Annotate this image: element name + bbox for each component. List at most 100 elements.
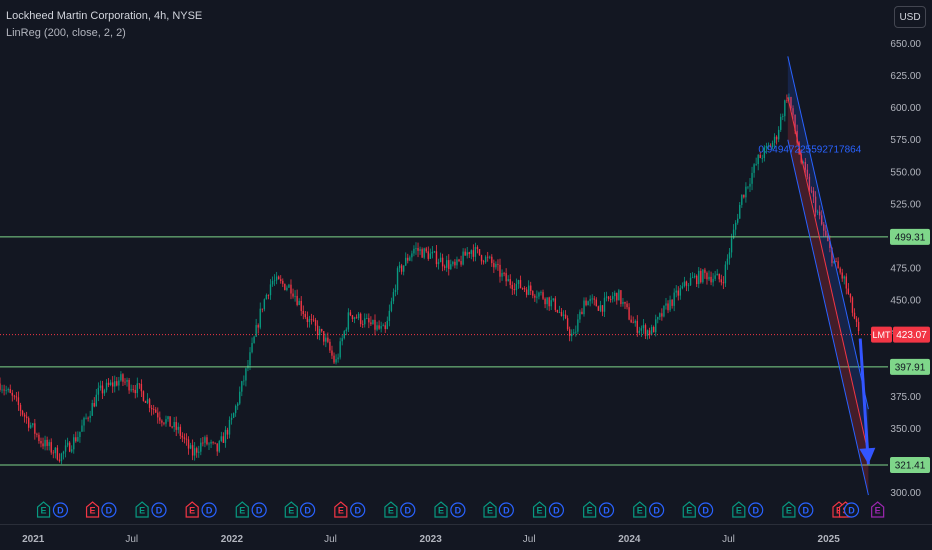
dividend-marker[interactable]: D (52, 502, 69, 518)
candle-body (116, 381, 118, 386)
projection-arrow-shaft (858, 338, 870, 465)
candle-body (327, 337, 329, 342)
candle-body (704, 269, 706, 273)
earnings-marker[interactable]: E (434, 501, 448, 518)
candle-body (601, 305, 604, 312)
candle-body (308, 319, 311, 323)
dividend-marker[interactable]: D (698, 502, 714, 518)
price-tick-label: 475.00 (890, 264, 921, 275)
candle-body (0, 383, 1, 390)
earnings-marker[interactable]: E (871, 501, 885, 518)
dividend-marker-shape (350, 502, 366, 518)
dividend-marker-shape (548, 502, 565, 518)
earnings-marker[interactable]: E (532, 501, 547, 518)
dividend-marker[interactable]: D (251, 502, 267, 518)
dividend-marker[interactable]: D (350, 502, 366, 518)
earnings-marker[interactable]: E (334, 501, 348, 518)
candle-body (52, 452, 54, 454)
candle-body (339, 341, 341, 358)
dividend-marker[interactable]: D (300, 502, 316, 518)
price-tick-label: 375.00 (890, 392, 921, 403)
price-level-tag-text: 397.91 (895, 362, 926, 373)
dividend-marker[interactable]: D (151, 502, 167, 518)
earnings-marker[interactable]: E (384, 501, 398, 518)
candle-body (564, 314, 567, 319)
dividend-marker[interactable]: D (450, 502, 466, 518)
candle-body (472, 250, 475, 257)
candle-body (255, 325, 257, 337)
event-marker-letter: E (786, 506, 792, 516)
dividend-marker[interactable]: D (649, 502, 665, 518)
candle-body (345, 329, 348, 332)
candle-body (513, 289, 516, 291)
candle-body (343, 331, 345, 339)
candle-body (177, 426, 179, 430)
earnings-marker[interactable]: E (633, 501, 647, 518)
candle-body (132, 389, 134, 391)
candle-body (91, 403, 93, 416)
candle-body (470, 250, 473, 254)
candle-body (257, 325, 259, 328)
event-marker-letter: D (653, 506, 660, 516)
earnings-marker[interactable]: E (682, 501, 696, 518)
earnings-marker[interactable]: E (583, 501, 597, 518)
regression-lower-fill (787, 97, 869, 496)
earnings-marker[interactable]: E (36, 501, 51, 518)
candle-body (126, 379, 128, 382)
earnings-marker[interactable]: E (235, 501, 249, 518)
candle-body (3, 389, 5, 391)
currency-button[interactable]: USD (894, 6, 926, 28)
candle-body (638, 330, 641, 333)
candle-body (267, 294, 270, 296)
candle-body (546, 297, 548, 305)
candle-body (517, 280, 520, 285)
dividend-marker[interactable]: D (498, 502, 514, 518)
candle-body (413, 248, 415, 254)
candle-body (566, 318, 569, 330)
candle-body (329, 341, 331, 351)
candle-body (273, 280, 276, 282)
candle-body (525, 289, 528, 295)
earnings-marker[interactable]: E (135, 501, 149, 518)
candle-body (734, 222, 737, 230)
candle-body (751, 172, 753, 184)
dividend-marker[interactable]: D (548, 502, 565, 518)
candle-body (374, 319, 376, 330)
event-marker-letter: D (803, 506, 810, 516)
dividend-marker[interactable]: D (101, 502, 117, 518)
indicator-label[interactable]: LinReg (200, close, 2, 2) (6, 27, 126, 39)
candle-body (493, 263, 495, 268)
candle-body (573, 332, 575, 334)
earnings-marker[interactable]: E (185, 501, 199, 518)
candle-body (419, 249, 421, 251)
candle-body (140, 383, 143, 392)
regression-upper-line (787, 56, 869, 410)
dividend-marker[interactable]: D (598, 502, 615, 518)
dividend-marker[interactable]: D (748, 502, 764, 518)
last-price-tag (893, 326, 930, 343)
candle-body (716, 273, 718, 276)
dividend-marker[interactable]: D (201, 502, 217, 518)
earnings-marker[interactable]: E (732, 501, 746, 518)
earnings-marker[interactable]: E (284, 501, 298, 518)
dividend-marker[interactable]: D (400, 502, 416, 518)
candle-body (804, 161, 807, 170)
earnings-marker[interactable]: E (782, 501, 796, 518)
dividend-marker[interactable]: D (843, 502, 860, 518)
candle-body (214, 442, 216, 444)
time-tick-label: Jul (722, 534, 735, 545)
dividend-marker[interactable]: D (798, 502, 814, 518)
time-tick-label: 2025 (818, 534, 841, 545)
candle-body (646, 330, 649, 336)
candle-body (169, 416, 171, 427)
candle-body (411, 253, 413, 258)
candle-body (167, 416, 169, 420)
earnings-marker-shape (36, 501, 51, 518)
dividend-marker-shape (798, 502, 814, 518)
earnings-marker[interactable]: E (483, 501, 497, 518)
earnings-marker[interactable]: E (85, 501, 100, 518)
dividend-marker-shape (201, 502, 217, 518)
event-marker-letter: D (206, 506, 213, 516)
price-tick-label: 575.00 (890, 135, 921, 146)
